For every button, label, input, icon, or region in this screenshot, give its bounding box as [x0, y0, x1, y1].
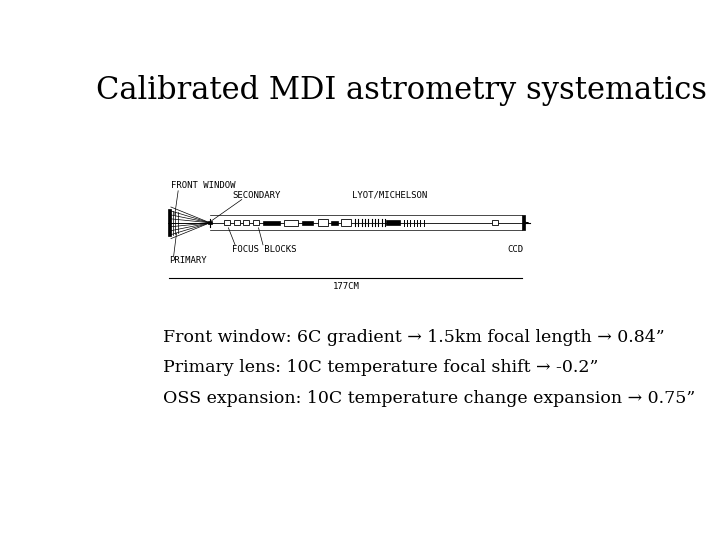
- Text: OSS expansion: 10C temperature change expansion → 0.75”: OSS expansion: 10C temperature change ex…: [163, 389, 695, 407]
- Text: FRONT WINDOW: FRONT WINDOW: [171, 181, 235, 191]
- Bar: [302, 221, 313, 225]
- Bar: [168, 210, 171, 236]
- Text: FOCUS BLOCKS: FOCUS BLOCKS: [233, 245, 297, 254]
- Text: Primary lens: 10C temperature focal shift → -0.2”: Primary lens: 10C temperature focal shif…: [163, 359, 598, 376]
- Bar: [208, 221, 212, 225]
- Bar: [243, 220, 249, 225]
- Bar: [523, 215, 525, 230]
- Bar: [331, 221, 338, 225]
- Text: Front window: 6C gradient → 1.5km focal length → 0.84”: Front window: 6C gradient → 1.5km focal …: [163, 329, 664, 346]
- Text: Calibrated MDI astrometry systematics: Calibrated MDI astrometry systematics: [96, 75, 706, 106]
- Text: SECONDARY: SECONDARY: [233, 191, 281, 199]
- Bar: [492, 220, 498, 225]
- Text: CCD: CCD: [508, 245, 523, 254]
- Bar: [386, 220, 400, 225]
- Text: 177CM: 177CM: [333, 282, 359, 291]
- Bar: [224, 220, 230, 225]
- Text: LYOT/MICHELSON: LYOT/MICHELSON: [352, 191, 428, 199]
- Bar: [253, 220, 258, 225]
- Bar: [263, 221, 280, 225]
- Text: PRIMARY: PRIMARY: [169, 256, 207, 265]
- Bar: [341, 219, 351, 226]
- Bar: [318, 219, 328, 226]
- Bar: [234, 220, 240, 225]
- Bar: [284, 220, 298, 226]
